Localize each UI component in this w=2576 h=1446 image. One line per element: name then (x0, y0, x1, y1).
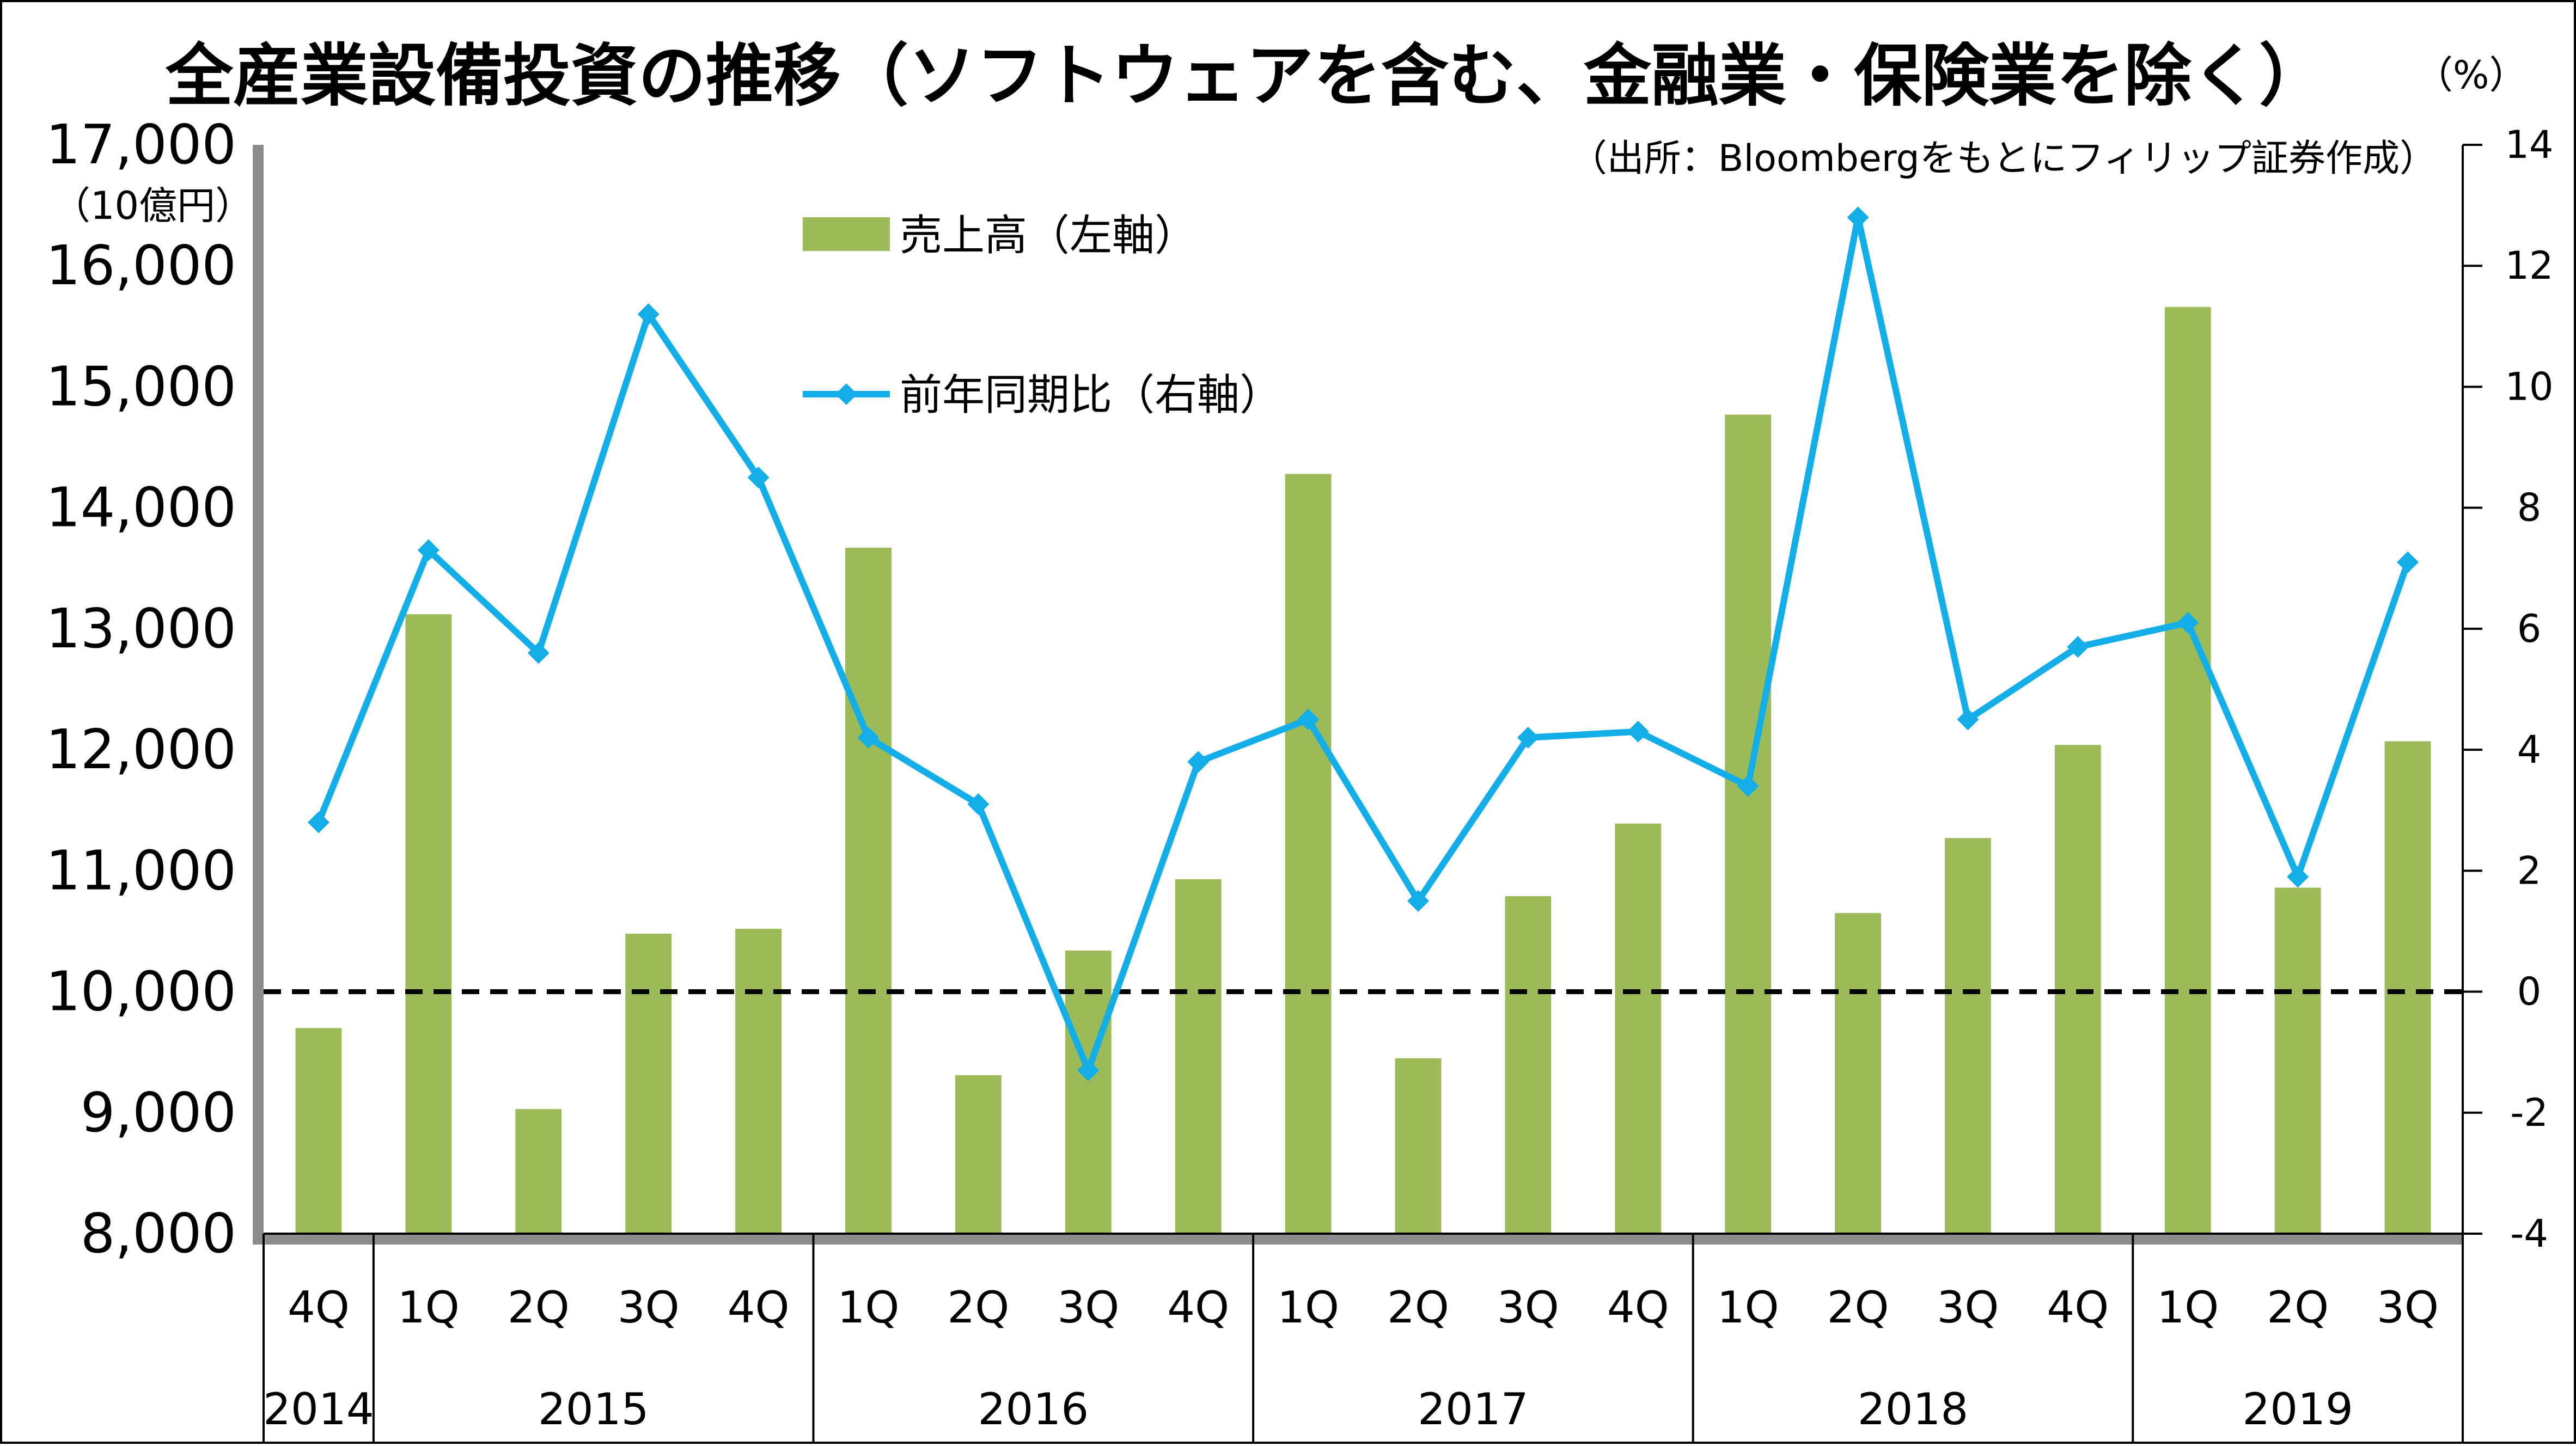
bar-sales-12 (1615, 823, 1662, 1234)
marker-yoy-9 (1297, 708, 1320, 731)
right-axis-unit: （%） (2415, 53, 2528, 97)
marker-yoy-8 (1187, 751, 1210, 773)
bar-sales-13 (1725, 414, 1772, 1234)
left-tick-label: 14,000 (46, 476, 236, 540)
quarter-label: 4Q (288, 1282, 350, 1333)
quarter-label: 3Q (2377, 1282, 2439, 1333)
marker-yoy-19 (2397, 551, 2419, 573)
marker-yoy-17 (2177, 611, 2199, 634)
bar-sales-10 (1395, 1058, 1442, 1234)
bar-sales-2 (515, 1109, 562, 1234)
quarter-label: 3Q (1497, 1282, 1559, 1333)
quarter-label: 3Q (1937, 1282, 1999, 1333)
quarter-label: 4Q (2047, 1282, 2109, 1333)
marker-yoy-12 (1627, 720, 1649, 743)
bar-sales-1 (405, 614, 452, 1234)
marker-yoy-10 (1407, 890, 1429, 912)
marker-yoy-11 (1517, 726, 1539, 749)
right-tick-label: -2 (2510, 1090, 2548, 1135)
quarter-label: 2Q (2267, 1282, 2329, 1333)
left-tick-label: 10,000 (46, 960, 236, 1024)
bar-sales-5 (845, 548, 892, 1234)
right-tick-label: 6 (2517, 606, 2542, 651)
bar-sales-15 (1945, 838, 1991, 1234)
chart-title: 全産業設備投資の推移（ソフトウェアを含む、金融業・保険業を除く） (165, 37, 2327, 115)
bar-sales-6 (955, 1075, 1002, 1234)
line-yoy (315, 214, 2411, 1074)
right-tick-label: 4 (2517, 727, 2542, 772)
quarter-label: 2Q (508, 1282, 570, 1333)
bar-sales-17 (2164, 307, 2211, 1234)
marker-yoy-0 (307, 811, 329, 834)
right-tick-label: 14 (2505, 122, 2553, 167)
quarter-label: 4Q (1167, 1282, 1229, 1333)
left-tick-label: 17,000 (46, 113, 236, 176)
bar-sales-0 (295, 1028, 342, 1234)
marker-yoy-4 (747, 467, 770, 489)
bar-sales-3 (625, 933, 672, 1234)
quarter-label: 1Q (2157, 1282, 2219, 1333)
left-tick-label: 15,000 (46, 354, 236, 418)
bar-sales-14 (1835, 913, 1881, 1234)
bar-sales-18 (2274, 887, 2321, 1234)
year-label: 2016 (978, 1384, 1089, 1435)
marker-yoy-18 (2287, 866, 2309, 888)
year-label: 2017 (1418, 1384, 1529, 1435)
bar-sales-9 (1285, 474, 1332, 1234)
quarter-label: 1Q (1277, 1282, 1339, 1333)
legend-label-yoy: 前年同期比（右軸） (900, 371, 1282, 420)
bar-sales-19 (2384, 741, 2431, 1234)
plot-area (264, 145, 2463, 1234)
year-label: 2019 (2242, 1384, 2353, 1435)
quarter-label: 3Q (618, 1282, 680, 1333)
legend-label-sales: 売上高（左軸） (900, 211, 1197, 260)
marker-yoy-1 (417, 539, 439, 561)
quarter-label: 4Q (728, 1282, 790, 1333)
marker-yoy-16 (2067, 636, 2089, 658)
quarter-label: 4Q (1607, 1282, 1669, 1333)
quarter-label: 1Q (1717, 1282, 1779, 1333)
left-tick-label: 11,000 (46, 838, 236, 902)
quarter-label: 2Q (1827, 1282, 1889, 1333)
right-tick-label: 10 (2505, 364, 2553, 409)
marker-yoy-2 (527, 642, 550, 664)
marker-yoy-5 (857, 726, 880, 749)
left-tick-label: 9,000 (81, 1081, 236, 1144)
source-note: （出所：Bloombergをもとにフィリップ証券作成） (1570, 137, 2437, 180)
quarter-label: 1Q (398, 1282, 460, 1333)
right-tick-label: -4 (2510, 1211, 2548, 1256)
marker-yoy-15 (1957, 708, 1979, 731)
marker-yoy-6 (967, 793, 990, 816)
legend-swatch-sales (803, 217, 890, 251)
bar-sales-8 (1175, 879, 1222, 1234)
quarter-label: 3Q (1057, 1282, 1119, 1333)
year-label: 2018 (1858, 1384, 1969, 1435)
quarter-label: 2Q (1387, 1282, 1449, 1333)
quarter-label: 1Q (838, 1282, 900, 1333)
left-tick-label: 16,000 (46, 234, 236, 297)
left-tick-label: 8,000 (81, 1202, 236, 1265)
bar-sales-4 (735, 929, 782, 1234)
bar-sales-7 (1065, 951, 1112, 1234)
year-label: 2014 (263, 1384, 374, 1435)
marker-yoy-7 (1077, 1059, 1100, 1081)
right-tick-label: 12 (2505, 243, 2553, 288)
left-tick-label: 12,000 (46, 718, 236, 781)
marker-yoy-3 (637, 303, 660, 326)
right-tick-label: 2 (2517, 848, 2542, 893)
right-tick-label: 8 (2517, 486, 2542, 530)
legend-marker-yoy (835, 383, 857, 405)
marker-yoy-13 (1737, 775, 1759, 797)
year-label: 2015 (538, 1384, 649, 1435)
marker-yoy-14 (1847, 206, 1869, 229)
left-axis-unit: （10億円） (52, 183, 253, 228)
left-tick-label: 13,000 (46, 597, 236, 660)
bar-sales-11 (1505, 896, 1552, 1234)
quarter-label: 2Q (947, 1282, 1009, 1333)
right-tick-label: 0 (2517, 970, 2542, 1014)
